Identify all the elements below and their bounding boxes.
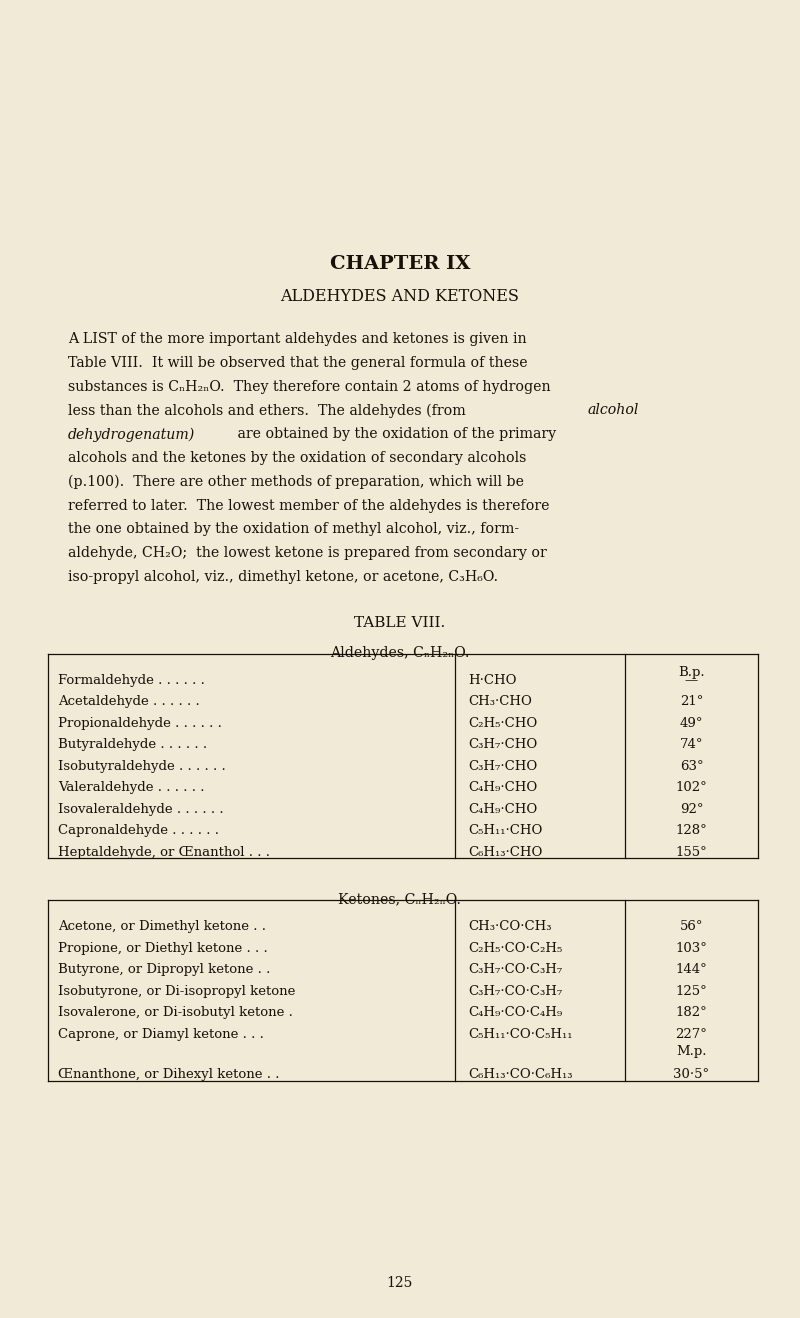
Text: H·CHO: H·CHO (468, 673, 517, 687)
Text: Formaldehyde . . . . . .: Formaldehyde . . . . . . (58, 673, 205, 687)
Text: less than the alcohols and ethers.  The aldehydes (from: less than the alcohols and ethers. The a… (68, 403, 470, 418)
Text: aldehyde, CH₂O;  the lowest ketone is prepared from secondary or: aldehyde, CH₂O; the lowest ketone is pre… (68, 546, 546, 560)
Text: dehydrogenatum): dehydrogenatum) (68, 427, 195, 442)
Text: Heptaldehyde, or Œnanthol . . .: Heptaldehyde, or Œnanthol . . . (58, 846, 270, 859)
Text: C₃H₇·CO·C₃H₇: C₃H₇·CO·C₃H₇ (468, 963, 562, 977)
Text: C₃H₇·CHO: C₃H₇·CHO (468, 759, 538, 772)
Text: 125: 125 (387, 1276, 413, 1290)
Text: alcohols and the ketones by the oxidation of secondary alcohols: alcohols and the ketones by the oxidatio… (68, 451, 526, 465)
Text: ALDEHYDES AND KETONES: ALDEHYDES AND KETONES (281, 289, 519, 304)
Text: Isovaleraldehyde . . . . . .: Isovaleraldehyde . . . . . . (58, 803, 224, 816)
Text: Œnanthone, or Dihexyl ketone . .: Œnanthone, or Dihexyl ketone . . (58, 1069, 279, 1081)
Text: M.p.: M.p. (676, 1045, 706, 1058)
Text: CHAPTER IX: CHAPTER IX (330, 254, 470, 273)
Text: Isovalerone, or Di-isobutyl ketone .: Isovalerone, or Di-isobutyl ketone . (58, 1007, 293, 1019)
Text: C₆H₁₃·CHO: C₆H₁₃·CHO (468, 846, 542, 859)
Text: Ketones, CₙH₂ₙO.: Ketones, CₙH₂ₙO. (338, 892, 462, 907)
Text: 182°: 182° (676, 1007, 707, 1019)
Text: Acetaldehyde . . . . . .: Acetaldehyde . . . . . . (58, 696, 200, 708)
Text: CH₃·CO·CH₃: CH₃·CO·CH₃ (468, 920, 551, 933)
Text: —: — (685, 673, 698, 687)
Text: C₂H₅·CO·C₂H₅: C₂H₅·CO·C₂H₅ (468, 942, 562, 954)
Text: substances is CₙH₂ₙO.  They therefore contain 2 atoms of hydrogen: substances is CₙH₂ₙO. They therefore con… (68, 380, 550, 394)
Text: referred to later.  The lowest member of the aldehydes is therefore: referred to later. The lowest member of … (68, 498, 550, 513)
Text: Butyraldehyde . . . . . .: Butyraldehyde . . . . . . (58, 738, 207, 751)
Text: C₅H₁₁·CHO: C₅H₁₁·CHO (468, 824, 542, 837)
Text: 56°: 56° (680, 920, 703, 933)
Text: C₆H₁₃·CO·C₆H₁₃: C₆H₁₃·CO·C₆H₁₃ (468, 1069, 573, 1081)
Text: iso-propyl alcohol, viz., dimethyl ketone, or acetone, C₃H₆O.: iso-propyl alcohol, viz., dimethyl keton… (68, 569, 498, 584)
Text: 103°: 103° (675, 942, 707, 954)
Text: Acetone, or Dimethyl ketone . .: Acetone, or Dimethyl ketone . . (58, 920, 266, 933)
Text: C₄H₉·CO·C₄H₉: C₄H₉·CO·C₄H₉ (468, 1007, 562, 1019)
Text: C₃H₇·CO·C₃H₇: C₃H₇·CO·C₃H₇ (468, 985, 562, 998)
Text: C₅H₁₁·CO·C₅H₁₁: C₅H₁₁·CO·C₅H₁₁ (468, 1028, 573, 1041)
Text: 74°: 74° (680, 738, 703, 751)
Text: Aldehydes, CₙH₂ₙO.: Aldehydes, CₙH₂ₙO. (330, 646, 470, 660)
Text: 128°: 128° (676, 824, 707, 837)
Text: TABLE VIII.: TABLE VIII. (354, 616, 446, 630)
Text: (p.100).  There are other methods of preparation, which will be: (p.100). There are other methods of prep… (68, 474, 524, 489)
Text: A LIST of the more important aldehydes and ketones is given in: A LIST of the more important aldehydes a… (68, 332, 526, 347)
Text: Isobutyrone, or Di-isopropyl ketone: Isobutyrone, or Di-isopropyl ketone (58, 985, 295, 998)
Text: the one obtained by the oxidation of methyl alcohol, viz., form-: the one obtained by the oxidation of met… (68, 522, 519, 536)
Text: Valeraldehyde . . . . . .: Valeraldehyde . . . . . . (58, 782, 205, 795)
Text: Propione, or Diethyl ketone . . .: Propione, or Diethyl ketone . . . (58, 942, 268, 954)
Text: Capronaldehyde . . . . . .: Capronaldehyde . . . . . . (58, 824, 219, 837)
Text: CH₃·CHO: CH₃·CHO (468, 696, 532, 708)
Text: 63°: 63° (680, 759, 703, 772)
Text: B.p.: B.p. (678, 666, 705, 679)
Text: 30·5°: 30·5° (674, 1069, 710, 1081)
Text: Caprone, or Diamyl ketone . . .: Caprone, or Diamyl ketone . . . (58, 1028, 264, 1041)
Text: Isobutyraldehyde . . . . . .: Isobutyraldehyde . . . . . . (58, 759, 226, 772)
Text: 144°: 144° (676, 963, 707, 977)
Text: 125°: 125° (676, 985, 707, 998)
Text: C₄H₉·CHO: C₄H₉·CHO (468, 782, 538, 795)
Text: C₄H₉·CHO: C₄H₉·CHO (468, 803, 538, 816)
Text: 92°: 92° (680, 803, 703, 816)
Text: C₃H₇·CHO: C₃H₇·CHO (468, 738, 538, 751)
Text: 49°: 49° (680, 717, 703, 730)
Text: Butyrone, or Dipropyl ketone . .: Butyrone, or Dipropyl ketone . . (58, 963, 270, 977)
Text: alcohol: alcohol (587, 403, 638, 418)
Text: Propionaldehyde . . . . . .: Propionaldehyde . . . . . . (58, 717, 222, 730)
Text: C₂H₅·CHO: C₂H₅·CHO (468, 717, 538, 730)
Text: Table VIII.  It will be observed that the general formula of these: Table VIII. It will be observed that the… (68, 356, 528, 370)
Text: 102°: 102° (676, 782, 707, 795)
Text: are obtained by the oxidation of the primary: are obtained by the oxidation of the pri… (233, 427, 556, 442)
Text: 155°: 155° (676, 846, 707, 859)
Text: 227°: 227° (675, 1028, 707, 1041)
Text: 21°: 21° (680, 696, 703, 708)
